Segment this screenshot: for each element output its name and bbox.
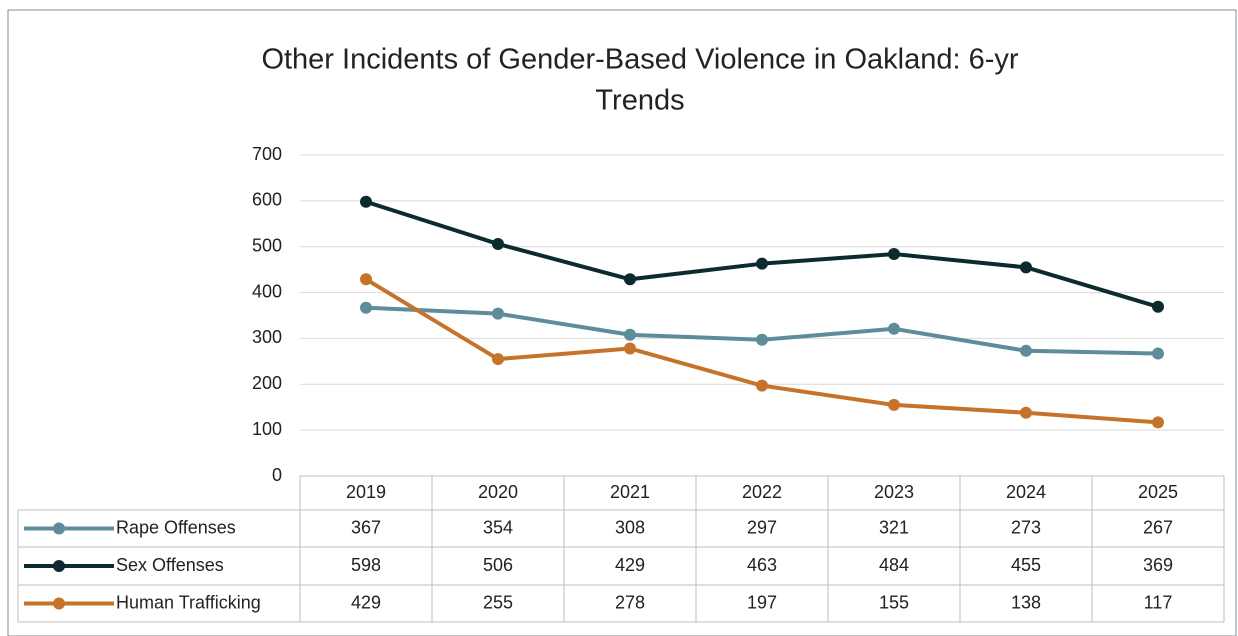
data-point [1152, 347, 1164, 360]
data-point [360, 273, 372, 286]
table-value: 429 [351, 592, 381, 612]
table-value: 484 [879, 555, 909, 575]
table-value: 297 [747, 517, 777, 537]
x-tick-label: 2021 [610, 482, 650, 502]
data-point [756, 333, 768, 346]
y-tick-label: 200 [252, 373, 282, 393]
table-value: 278 [615, 592, 645, 612]
x-tick-label: 2023 [874, 482, 914, 502]
table-value: 463 [747, 555, 777, 575]
table-value: 273 [1011, 517, 1041, 537]
table-value: 308 [615, 517, 645, 537]
data-point [1020, 406, 1032, 419]
chart-frame [7, 9, 1237, 636]
data-point [888, 248, 900, 261]
y-tick-label: 700 [252, 144, 282, 164]
chart-title: Trends [595, 85, 684, 117]
table-value: 138 [1011, 592, 1041, 612]
data-point [1020, 344, 1032, 357]
data-point [888, 322, 900, 335]
y-tick-label: 600 [252, 190, 282, 210]
table-value: 455 [1011, 555, 1041, 575]
data-point [360, 301, 372, 314]
table-value: 369 [1143, 555, 1173, 575]
data-point [492, 307, 504, 320]
legend-label: Human Trafficking [116, 592, 261, 612]
data-point [756, 257, 768, 270]
table-value: 117 [1144, 592, 1173, 612]
x-tick-label: 2020 [478, 482, 518, 502]
x-tick-label: 2025 [1138, 482, 1178, 502]
data-point [360, 195, 372, 208]
data-point [888, 398, 900, 411]
table-value: 197 [747, 592, 777, 612]
y-tick-label: 400 [252, 281, 282, 301]
table-value: 267 [1143, 517, 1173, 537]
data-point [1152, 416, 1164, 429]
x-tick-label: 2019 [346, 482, 386, 502]
table-value: 429 [615, 555, 645, 575]
data-point [1020, 261, 1032, 274]
legend-marker [53, 522, 65, 535]
y-tick-label: 100 [252, 419, 282, 439]
x-tick-label: 2022 [742, 482, 782, 502]
data-point [624, 273, 636, 286]
data-point [624, 342, 636, 355]
x-tick-label: 2024 [1006, 482, 1046, 502]
y-tick-label: 500 [252, 235, 282, 255]
data-point [1152, 300, 1164, 313]
data-point [624, 328, 636, 341]
legend-label: Sex Offenses [116, 555, 224, 575]
table-value: 367 [351, 517, 381, 537]
table-value: 155 [879, 592, 909, 612]
data-point [492, 353, 504, 366]
y-tick-label: 0 [272, 465, 282, 485]
chart-title: Other Incidents of Gender-Based Violence… [261, 44, 1018, 76]
table-value: 506 [483, 555, 513, 575]
table-value: 255 [483, 592, 513, 612]
data-point [756, 379, 768, 392]
table-value: 598 [351, 555, 381, 575]
legend-marker [53, 597, 65, 610]
table-value: 354 [483, 517, 513, 537]
data-point [492, 237, 504, 250]
legend-marker [53, 560, 65, 572]
table-value: 321 [879, 517, 909, 537]
legend-label: Rape Offenses [116, 517, 236, 537]
y-tick-label: 300 [252, 327, 282, 347]
